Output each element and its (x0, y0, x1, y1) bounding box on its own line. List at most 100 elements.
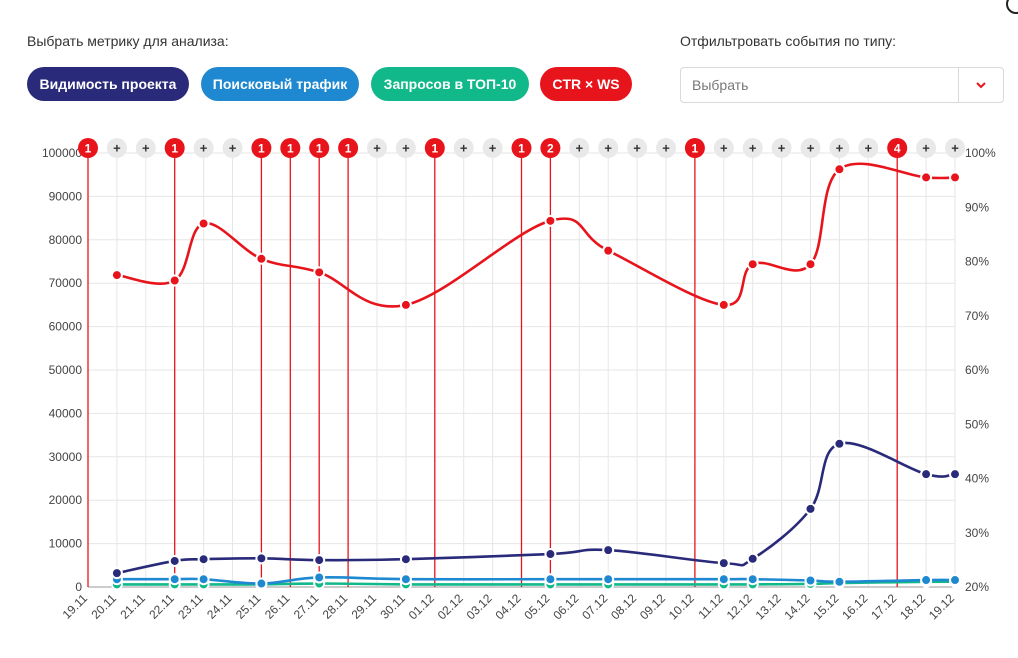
data-point (602, 544, 615, 557)
add-event-label: + (402, 141, 410, 156)
x-tick-label: 30.11 (378, 591, 409, 622)
x-tick-label: 24.11 (204, 591, 235, 622)
y-left-tick-label: 70000 (49, 276, 83, 290)
data-point (544, 214, 557, 227)
add-event-label: + (633, 141, 641, 156)
data-point (746, 258, 759, 271)
add-event-label: + (865, 141, 873, 156)
event-marker[interactable] (338, 138, 359, 158)
y-left-tick-label: 0 (75, 580, 82, 594)
add-event-button[interactable] (135, 138, 156, 158)
event-filter-label: Отфильтровать события по типу: (680, 33, 897, 49)
add-event-button[interactable] (771, 138, 792, 158)
add-event-label: + (489, 141, 497, 156)
y-left-tick-label: 90000 (49, 189, 83, 203)
data-point (544, 573, 557, 586)
data-point (197, 217, 210, 230)
x-tick-label: 28.11 (320, 591, 351, 622)
x-tick-label: 12.12 (724, 591, 755, 622)
y-right-tick-label: 70% (965, 309, 989, 323)
x-tick-label: 08.12 (608, 591, 639, 622)
event-count-label: 2 (547, 142, 554, 156)
data-point (804, 574, 817, 587)
event-marker[interactable] (424, 138, 445, 158)
y-right-tick-label: 90% (965, 200, 989, 214)
data-point (804, 258, 817, 271)
x-tick-label: 15.12 (810, 591, 841, 622)
add-event-label: + (662, 141, 670, 156)
search-traffic-metric-button[interactable]: Поисковый трафик (201, 67, 359, 101)
event-count-label: 1 (287, 142, 294, 156)
event-count-label: 1 (518, 142, 525, 156)
y-left-tick-label: 30000 (49, 450, 83, 464)
add-event-label: + (576, 141, 584, 156)
x-tick-label: 06.12 (550, 591, 581, 622)
add-event-button[interactable] (858, 138, 879, 158)
add-event-button[interactable] (222, 138, 243, 158)
data-point (949, 171, 961, 184)
add-event-button[interactable] (106, 138, 127, 158)
event-marker[interactable] (251, 138, 272, 158)
add-event-button[interactable] (829, 138, 850, 158)
data-point (746, 573, 759, 586)
close-icon[interactable] (1006, 0, 1018, 14)
event-count-label: 1 (692, 142, 699, 156)
event-count-label: 1 (431, 142, 438, 156)
add-event-button[interactable] (569, 138, 590, 158)
y-left-tick-label: 20000 (49, 493, 83, 507)
y-right-tick-label: 20% (965, 580, 989, 594)
x-tick-label: 14.12 (781, 591, 812, 622)
ctr-ws-metric-button[interactable]: CTR × WS (540, 67, 632, 101)
data-point (399, 573, 412, 586)
event-marker[interactable] (164, 138, 185, 158)
event-type-select[interactable]: Выбрать (680, 67, 1004, 103)
add-event-label: + (922, 141, 930, 156)
y-left-tick-label: 40000 (49, 406, 83, 420)
x-tick-label: 19.11 (60, 591, 91, 622)
event-marker[interactable] (540, 138, 561, 158)
chevron-down-icon[interactable] (958, 68, 1003, 102)
add-event-button[interactable] (598, 138, 619, 158)
event-marker[interactable] (280, 138, 301, 158)
add-event-button[interactable] (367, 138, 387, 158)
event-marker[interactable] (887, 138, 908, 158)
add-event-button[interactable] (916, 138, 937, 158)
y-left-tick-label: 50000 (49, 363, 83, 377)
x-tick-label: 01.12 (406, 591, 437, 622)
add-event-button[interactable] (395, 138, 416, 158)
data-point (602, 573, 615, 586)
data-point (255, 552, 268, 565)
add-event-button[interactable] (742, 138, 763, 158)
add-event-label: + (778, 141, 786, 156)
y-right-tick-label: 100% (965, 146, 996, 160)
event-marker[interactable] (684, 138, 705, 158)
x-tick-label: 07.12 (579, 591, 610, 622)
event-marker[interactable] (78, 138, 98, 158)
data-point (168, 554, 181, 567)
data-point (110, 269, 123, 282)
add-event-button[interactable] (482, 138, 503, 158)
add-event-label: + (720, 141, 728, 156)
top10-queries-metric-button[interactable]: Запросов в ТОП-10 (371, 67, 529, 101)
data-point (717, 573, 730, 586)
y-left-tick-label: 100000 (42, 146, 82, 160)
add-event-button[interactable] (453, 138, 474, 158)
x-tick-label: 29.11 (349, 591, 380, 622)
add-event-button[interactable] (656, 138, 676, 158)
y-left-tick-label: 60000 (49, 320, 83, 334)
add-event-button[interactable] (800, 138, 821, 158)
event-marker[interactable] (511, 138, 532, 158)
add-event-button[interactable] (945, 138, 965, 158)
data-point (920, 574, 933, 587)
data-point (197, 553, 210, 566)
add-event-label: + (836, 141, 844, 156)
data-point (399, 553, 412, 566)
add-event-button[interactable] (193, 138, 214, 158)
x-tick-label: 20.11 (89, 591, 120, 622)
visibility-metric-button[interactable]: Видимость проекта (27, 67, 189, 101)
add-event-button[interactable] (713, 138, 734, 158)
add-event-label: + (807, 141, 815, 156)
add-event-label: + (460, 141, 468, 156)
event-marker[interactable] (309, 138, 330, 158)
add-event-button[interactable] (627, 138, 648, 158)
